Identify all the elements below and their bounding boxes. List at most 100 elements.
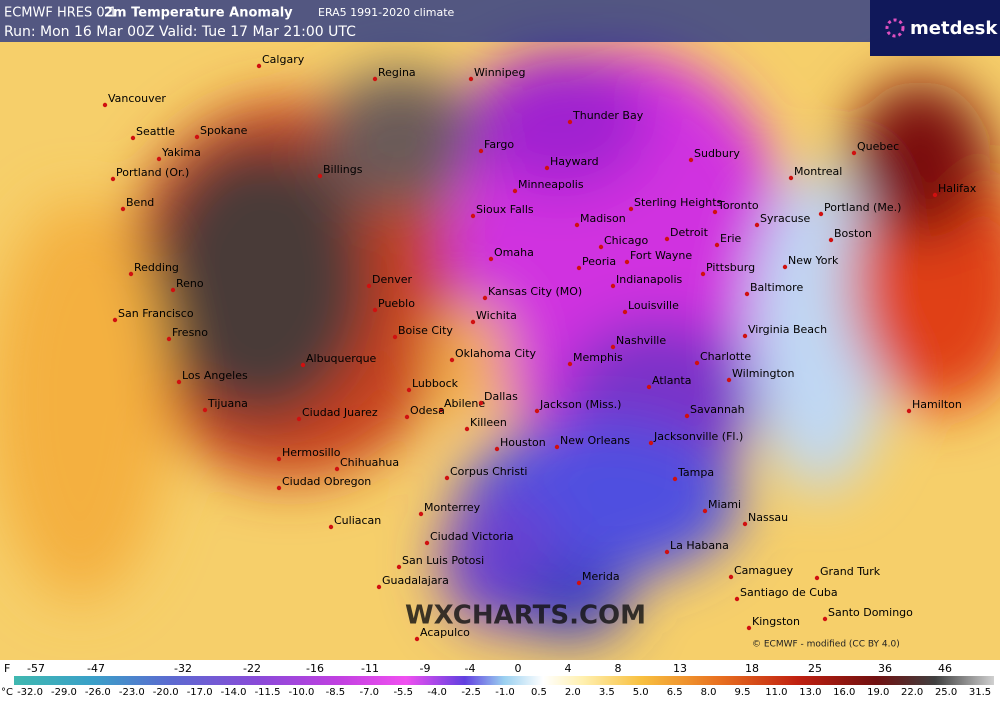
c-label: 8.0	[701, 687, 717, 698]
city-label: Nassau	[748, 511, 788, 524]
city-label: Erie	[720, 232, 742, 245]
city-label: Grand Turk	[820, 565, 881, 578]
city-label: Abilene	[444, 397, 485, 410]
city-dot	[714, 242, 720, 248]
city-label: Portland (Or.)	[116, 166, 189, 179]
city-label: Santo Domingo	[828, 606, 913, 619]
c-label: -10.0	[288, 687, 314, 698]
city-dot	[822, 616, 828, 622]
city-dot	[906, 408, 912, 414]
c-label: -14.0	[221, 687, 247, 698]
city-dot	[166, 336, 172, 342]
city-dot	[128, 271, 134, 277]
city-dot	[688, 157, 694, 163]
city-label: Calgary	[262, 53, 305, 66]
city-dot	[156, 156, 162, 162]
logo-icon	[885, 18, 905, 38]
city-label: Quebec	[857, 140, 899, 153]
city-label: Los Angeles	[182, 369, 248, 382]
city-label: Santiago de Cuba	[740, 586, 838, 599]
city-dot	[366, 283, 372, 289]
anomaly-field	[0, 50, 1000, 640]
city-label: Sioux Falls	[476, 203, 534, 216]
city-label: Chihuahua	[340, 456, 399, 469]
city-label: Hermosillo	[282, 446, 341, 459]
city-dot	[734, 596, 740, 602]
city-dot	[700, 271, 706, 277]
city-dot	[622, 309, 628, 315]
logo: metdesk	[910, 18, 998, 39]
city-label: Winnipeg	[474, 66, 525, 79]
c-label: 0.5	[531, 687, 547, 698]
city-dot	[664, 236, 670, 242]
c-label: -17.0	[187, 687, 213, 698]
city-label: Odesa	[410, 404, 445, 417]
city-dot	[372, 307, 378, 313]
city-dot	[664, 549, 670, 555]
header: ECMWF HRES 0.1 2m Temperature Anomaly ER…	[0, 0, 870, 42]
header-bar	[0, 0, 870, 42]
city-label: Fresno	[172, 326, 208, 339]
city-dot	[672, 476, 678, 482]
city-dot	[176, 379, 182, 385]
city-dot	[470, 319, 476, 325]
city-dot	[494, 446, 500, 452]
city-label: Kingston	[752, 615, 800, 628]
city-dot	[449, 357, 455, 363]
city-label: Spokane	[200, 124, 248, 137]
city-label: Charlotte	[700, 350, 751, 363]
city-dot	[276, 485, 282, 491]
c-label: 2.0	[565, 687, 581, 698]
city-dot	[112, 317, 118, 323]
city-dot	[372, 76, 378, 82]
city-dot	[392, 334, 398, 340]
f-label: 4	[565, 662, 572, 675]
city-dot	[742, 333, 748, 339]
city-dot	[396, 564, 402, 570]
city-dot	[130, 135, 136, 141]
city-label: Redding	[134, 261, 179, 274]
c-label: -7.0	[360, 687, 380, 698]
city-label: New York	[788, 254, 839, 267]
city-label: Billings	[323, 163, 363, 176]
city-label: La Habana	[670, 539, 729, 552]
city-label: Albuquerque	[306, 352, 377, 365]
watermark: WXCHARTS.COM	[405, 601, 646, 631]
city-label: Sterling Heights	[634, 196, 723, 209]
c-label: 3.5	[599, 687, 615, 698]
c-label: -26.0	[85, 687, 111, 698]
model-name: ECMWF HRES 0.1	[4, 6, 117, 21]
c-label: 16.0	[833, 687, 855, 698]
city-label: New Orleans	[560, 434, 630, 447]
city-dot	[624, 259, 630, 265]
city-dot	[754, 222, 760, 228]
city-label: Fargo	[484, 138, 514, 151]
city-dot	[482, 295, 488, 301]
city-label: Seattle	[136, 125, 175, 138]
climate: ERA5 1991-2020 climate	[318, 6, 455, 19]
city-label: Merida	[582, 570, 620, 583]
city-dot	[438, 407, 444, 413]
colorbar	[14, 676, 994, 685]
city-label: Camaguey	[734, 564, 794, 577]
city-label: Lubbock	[412, 377, 459, 390]
city-label: Hamilton	[912, 398, 962, 411]
city-label: Omaha	[494, 246, 534, 259]
city-dot	[300, 362, 306, 368]
f-unit: F	[4, 662, 10, 675]
f-label: -47	[87, 662, 105, 675]
f-label: 13	[673, 662, 687, 675]
city-dot	[712, 209, 718, 215]
city-dot	[646, 384, 652, 390]
city-dot	[512, 188, 518, 194]
city-dot	[444, 475, 450, 481]
title: 2m Temperature Anomaly	[104, 6, 293, 21]
city-dot	[818, 211, 824, 217]
city-label: Portland (Me.)	[824, 201, 901, 214]
city-label: Wichita	[476, 309, 517, 322]
credit: © ECMWF - modified (CC BY 4.0)	[752, 640, 900, 650]
city-dot	[488, 256, 494, 262]
city-label: Bend	[126, 196, 154, 209]
city-dot	[554, 444, 560, 450]
city-label: San Francisco	[118, 307, 194, 320]
